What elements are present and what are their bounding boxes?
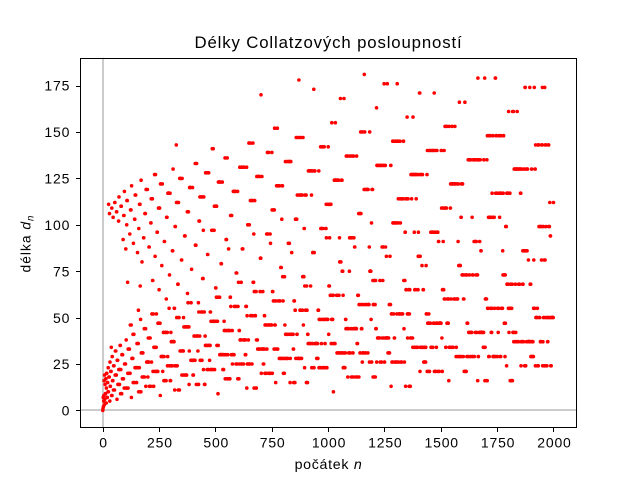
svg-text:2000: 2000 — [537, 435, 571, 451]
svg-text:75: 75 — [53, 263, 70, 279]
svg-text:1500: 1500 — [425, 435, 459, 451]
svg-text:500: 500 — [203, 435, 229, 451]
svg-text:1000: 1000 — [312, 435, 346, 451]
svg-text:0: 0 — [62, 403, 71, 419]
svg-text:125: 125 — [44, 171, 70, 187]
svg-text:Délky Collatzových posloupnost: Délky Collatzových posloupností — [195, 33, 463, 52]
svg-text:1750: 1750 — [481, 435, 515, 451]
svg-text:délka dn: délka dn — [19, 216, 37, 273]
svg-text:750: 750 — [260, 435, 286, 451]
svg-text:175: 175 — [44, 78, 70, 94]
svg-text:50: 50 — [53, 310, 70, 326]
svg-text:0: 0 — [99, 435, 108, 451]
svg-text:250: 250 — [147, 435, 173, 451]
svg-text:100: 100 — [44, 217, 70, 233]
svg-text:počátek n: počátek n — [295, 457, 363, 473]
svg-text:25: 25 — [53, 356, 70, 372]
svg-text:150: 150 — [44, 124, 70, 140]
svg-text:1250: 1250 — [368, 435, 402, 451]
